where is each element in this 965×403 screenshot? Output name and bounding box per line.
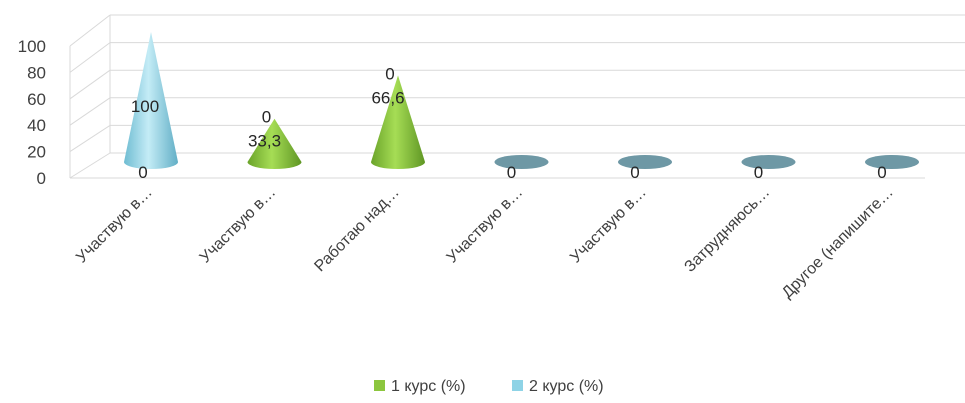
gridline-side xyxy=(69,14,111,47)
x-axis-labels: Участвую в… Участвую в… Работаю над… Участв… xyxy=(73,184,897,302)
x-tick-label: Затрудняюсь… xyxy=(681,184,773,276)
cone-series-1 xyxy=(371,75,425,169)
x-tick-label: Другое (напишите… xyxy=(779,184,897,302)
cone-series-1 xyxy=(247,118,302,170)
data-labels: 100 0 0 33,3 0 66,6 0 0 0 0 xyxy=(131,64,887,182)
cone-series-2 xyxy=(124,32,178,169)
data-label: 0 xyxy=(877,163,886,182)
y-tick-label: 40 xyxy=(27,116,46,135)
x-tick-label: Участвую в… xyxy=(197,184,280,267)
y-tick-label: 100 xyxy=(18,37,46,56)
cone-base-zero xyxy=(494,155,549,169)
data-label: 0 xyxy=(507,163,516,182)
x-tick-label: Участвую в… xyxy=(73,184,156,267)
x-tick-label: Участвую в… xyxy=(444,184,527,267)
legend: 1 курс (%) 2 курс (%) xyxy=(374,378,604,395)
data-label: 66,6 xyxy=(371,88,404,107)
gridline-side xyxy=(69,152,111,179)
y-tick-label: 20 xyxy=(27,143,46,162)
data-label: 100 xyxy=(131,97,159,116)
y-axis-ticks: 0 20 40 60 80 100 xyxy=(18,37,46,188)
x-tick-label: Участвую в… xyxy=(567,184,650,267)
cones xyxy=(124,32,919,170)
y-tick-label: 80 xyxy=(27,63,46,82)
legend-label-series-2: 2 курс (%) xyxy=(529,378,604,395)
cone-base-zero xyxy=(618,155,672,169)
gridline-side xyxy=(69,69,111,100)
cone-base-zero xyxy=(865,155,919,169)
gridline-side xyxy=(69,42,111,73)
data-label: 0 xyxy=(385,64,394,83)
gridline-side xyxy=(69,97,111,126)
y-tick-label: 0 xyxy=(37,169,46,188)
data-label: 0 xyxy=(138,163,147,182)
data-label: 0 xyxy=(630,163,639,182)
y-tick-label: 60 xyxy=(27,90,46,109)
data-label: 0 xyxy=(754,163,763,182)
data-label: 0 xyxy=(262,108,271,127)
legend-swatch-series-2 xyxy=(512,380,523,391)
cone-base-zero xyxy=(741,155,796,169)
legend-label-series-1: 1 курс (%) xyxy=(391,378,466,395)
back-wall-grid xyxy=(69,14,965,179)
legend-swatch-series-1 xyxy=(374,380,385,391)
gridline-side xyxy=(69,124,111,153)
data-label: 33,3 xyxy=(248,132,281,151)
x-tick-label: Работаю над… xyxy=(311,184,402,275)
